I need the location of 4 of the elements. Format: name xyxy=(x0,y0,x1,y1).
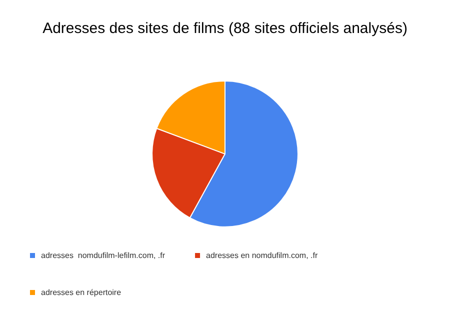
chart-title: Adresses des sites de films (88 sites officiels analysés) xyxy=(42,20,408,37)
legend-label: adresses en nomdufilm.com, .fr xyxy=(206,251,318,260)
legend-label: adresses en répertoire xyxy=(41,288,122,297)
legend-label: adresses nomdufilm-lefilm.com, .fr xyxy=(41,251,166,260)
